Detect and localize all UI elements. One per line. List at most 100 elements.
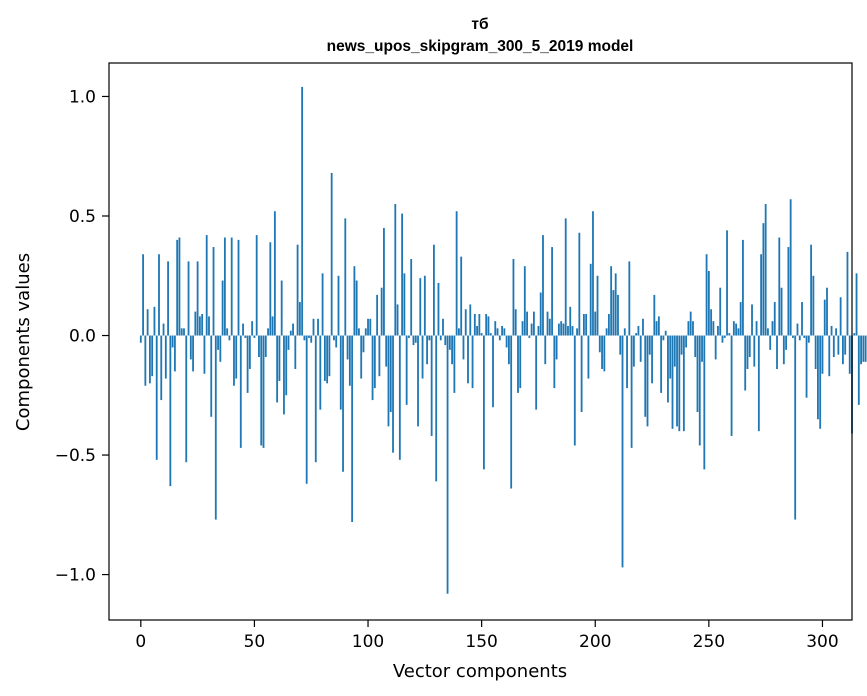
bar-179 [546,311,549,336]
bar-104 [376,294,379,336]
y-tick-label-2: 0.0 [69,327,96,347]
bar-120 [412,335,415,346]
bar-194 [580,335,583,413]
bar-283 [782,335,785,365]
bar-291 [801,302,803,336]
bar-279 [773,302,776,336]
bar-231 [664,330,667,336]
bar-164 [512,259,515,336]
bar-182 [553,335,556,389]
bar-314 [853,333,856,336]
x-axis-ticks: 0 50 100 150 200 250 300 [135,620,839,652]
y-tick-label-1: −0.5 [55,446,96,466]
bar-201 [596,275,599,336]
bar-298 [817,335,819,420]
bar-218 [635,333,638,336]
bar-227 [655,321,658,336]
bar-54 [262,335,265,448]
bar-278 [771,321,774,336]
bar-163 [510,335,513,489]
bar-132 [439,335,442,341]
bar-248 [703,335,706,470]
y-tick-label-3: 0.5 [69,207,96,227]
bar-219 [637,325,640,336]
x-tick-label-250: 250 [693,632,725,652]
bar-117 [405,335,408,405]
bar-86 [335,335,338,348]
bar-82 [326,335,329,384]
bar-44 [239,335,242,448]
bar-98 [362,335,365,353]
bar-177 [542,235,544,336]
bar-230 [662,335,665,341]
bar-273 [760,254,763,336]
bar-173 [532,311,535,336]
bar-205 [605,328,608,336]
bar-14 [171,335,174,348]
bar-148 [476,325,479,336]
bar-129 [433,244,435,336]
bar-42 [235,335,238,379]
bar-297 [814,335,817,369]
bar-72 [303,335,306,341]
bar-113 [396,304,399,336]
bar-284 [785,335,788,350]
y-axis-ticks: −1.0 −0.5 0.0 0.5 1.0 [55,87,109,586]
bar-180 [548,318,551,336]
bar-186 [562,323,565,336]
bar-312 [848,335,851,374]
bar-18 [180,328,183,336]
bar-204 [603,335,606,372]
bar-26 [198,316,201,336]
bar-114 [398,335,401,460]
bar-207 [610,266,613,336]
bar-178 [544,335,547,365]
chart-title-line-2: news_upos_skipgram_300_5_2019 model [327,38,634,55]
bar-306 [835,328,838,336]
bar-237 [678,335,681,432]
bar-161 [505,335,508,348]
bar-268 [748,335,751,358]
bar-1 [142,254,144,336]
bar-232 [667,335,669,403]
bar-191 [573,335,576,446]
bar-143 [464,309,467,336]
bar-199 [592,211,594,336]
bar-303 [828,335,831,377]
bar-60 [276,335,279,403]
bar-296 [812,275,815,336]
bar-228 [657,316,660,336]
bar-67 [292,323,294,336]
bar-87 [337,275,340,336]
bar-247 [701,335,703,362]
bar-56 [267,328,269,336]
bar-75 [310,335,313,343]
bar-71 [301,86,304,336]
bar-31 [210,335,213,417]
bar-50 [253,335,256,338]
bar-280 [776,335,778,369]
bar-23 [192,335,194,372]
bar-89 [342,335,344,472]
bar-309 [842,335,844,365]
bar-92 [348,335,351,386]
bar-36 [221,280,224,336]
bar-32 [212,247,215,336]
bar-269 [751,304,753,336]
bar-128 [430,335,433,436]
bar-5 [151,335,154,377]
bar-133 [442,318,444,336]
bar-43 [237,239,240,336]
bar-234 [671,335,674,429]
bar-215 [628,261,631,336]
bar-196 [585,314,588,336]
bar-233 [669,335,672,379]
bar-239 [682,335,685,432]
bar-174 [535,335,538,410]
bar-198 [589,263,592,336]
bar-134 [444,335,447,346]
bar-285 [787,247,790,336]
bar-212 [621,335,624,568]
bar-83 [328,335,331,377]
bar-240 [685,335,688,348]
